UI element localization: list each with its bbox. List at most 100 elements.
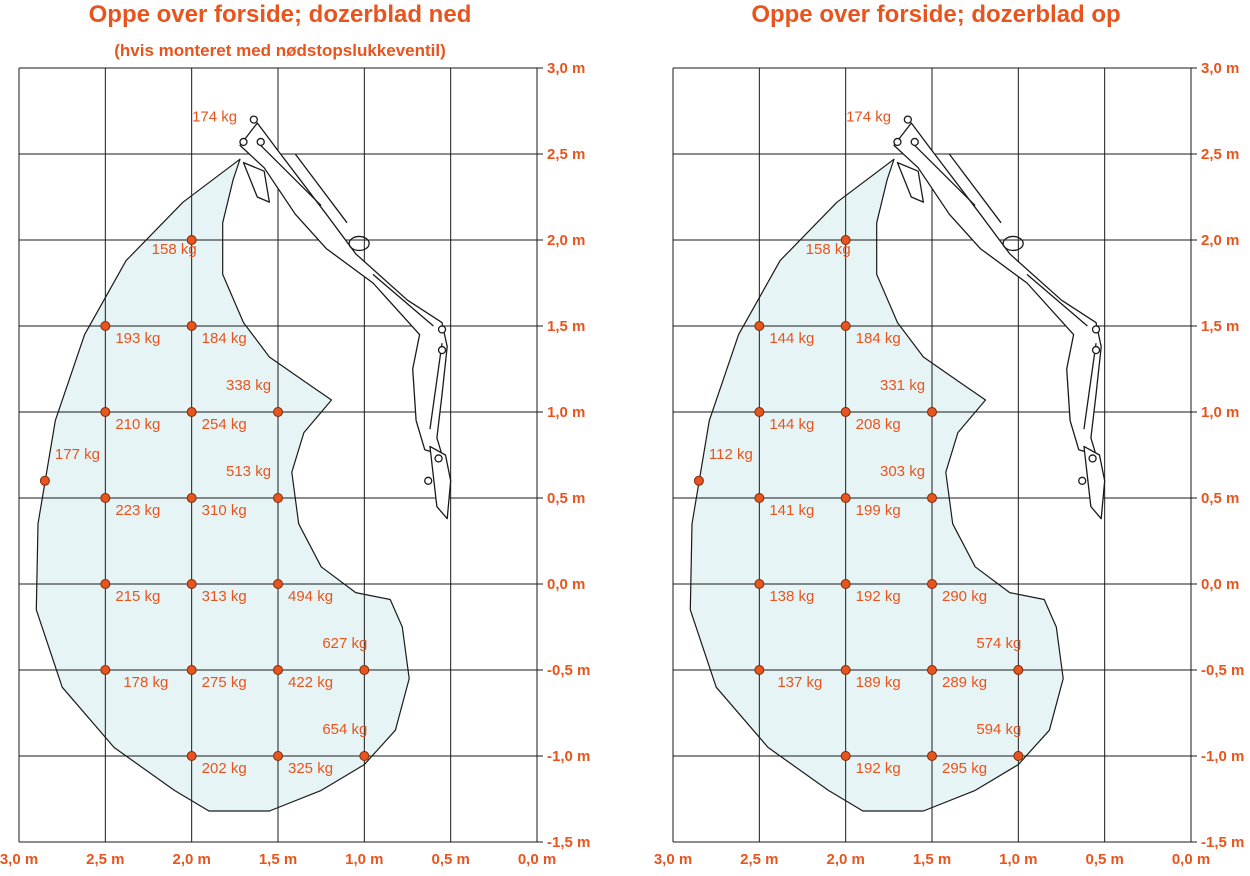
pivot-pin-icon [1078,476,1087,485]
y-tick-label: -1,5 m [1201,834,1244,851]
chart-panel-1: Oppe over forside; dozerblad ned (hvis mo… [0,1,590,868]
excavator-arm-illustration [893,115,1106,520]
load-point [186,235,197,245]
pivot-pin-icon [437,325,447,334]
x-tick-label: 2,5 m [86,851,124,868]
load-point [186,579,197,589]
pivot-pin-icon [256,137,265,147]
load-label: 138 kg [769,588,814,605]
load-point [840,751,851,761]
boom-cutout [1002,235,1024,252]
load-point [39,475,50,486]
y-tick-label: -1,0 m [547,748,590,765]
load-label: 331 kg [880,377,925,394]
load-point [840,235,851,245]
quick-coupler-icon [429,445,452,520]
pivot-pin-icon [903,115,912,124]
load-label: 158 kg [152,241,197,258]
x-tick-label: 0,5 m [1085,851,1123,868]
load-label: 295 kg [942,760,987,777]
load-point [100,493,111,503]
load-label: 303 kg [880,463,925,480]
load-label: 137 kg [777,674,822,691]
x-tick-label: 3,0 m [654,851,692,868]
load-label: 275 kg [202,674,247,691]
y-tick-label: 0,5 m [1201,490,1239,507]
y-tick-label: 2,0 m [547,232,585,249]
load-label: 158 kg [806,241,851,258]
y-tick-label: 2,5 m [547,146,585,163]
hydraulic-cylinder [372,273,434,327]
excavator-arm-illustration [239,115,452,520]
load-label: 627 kg [322,635,367,652]
hydraulic-cylinder [1083,343,1097,430]
load-label: 513 kg [226,463,271,480]
load-point [754,579,765,589]
load-point [273,751,283,761]
load-point [273,493,283,503]
pivot-pin-icon [249,115,258,124]
load-point [186,751,197,761]
load-point [927,407,937,417]
load-label: 254 kg [202,416,247,433]
load-point [359,751,370,761]
load-point [927,493,937,503]
y-tick-label: -0,5 m [1201,662,1244,679]
y-tick-label: 1,5 m [1201,318,1239,335]
y-tick-label: 1,5 m [547,318,585,335]
chart-subtitle: (hvis monteret med nødstopslukkeventil) [114,41,446,60]
load-point [359,665,370,675]
load-point [186,493,197,503]
y-tick-label: 1,0 m [1201,404,1239,421]
pivot-pin-icon [893,137,902,147]
load-point [754,493,765,503]
load-label: 192 kg [856,588,901,605]
load-label: 210 kg [115,416,160,433]
x-tick-label: 0,0 m [518,851,556,868]
load-label: 313 kg [202,588,247,605]
x-tick-label: 2,0 m [172,851,210,868]
load-label: 310 kg [202,502,247,519]
y-tick-label: 1,0 m [547,404,585,421]
chart-title: Oppe over forside; dozerblad op [751,1,1120,28]
load-point [186,407,197,417]
x-tick-label: 1,5 m [259,851,297,868]
y-tick-label: -1,5 m [547,834,590,851]
load-label: 144 kg [769,330,814,347]
pivot-pin-icon [437,345,447,355]
load-label: 112 kg [709,446,753,463]
load-label: 422 kg [288,674,333,691]
load-point [754,321,765,331]
x-tick-label: 3,0 m [0,851,38,868]
load-point [100,407,111,417]
load-point [186,665,197,675]
load-point [273,665,283,675]
y-tick-label: 2,5 m [1201,146,1239,163]
x-tick-label: 1,0 m [345,851,383,868]
load-label: 594 kg [976,721,1021,738]
load-label: 189 kg [856,674,901,691]
load-label: 199 kg [856,502,901,519]
load-point [1013,751,1024,761]
load-point [100,321,111,331]
load-point [927,665,937,675]
load-point [273,579,283,589]
load-label: 177 kg [55,446,100,463]
load-label: 184 kg [202,330,247,347]
pivot-pin-icon [1088,454,1097,463]
y-tick-label: 2,0 m [1201,232,1239,249]
load-point [100,579,111,589]
chart-title: Oppe over forside; dozerblad ned [89,1,472,28]
y-tick-label: 0,5 m [547,490,585,507]
bucket-icon [896,161,925,203]
load-label: 338 kg [226,377,271,394]
x-tick-label: 1,0 m [999,851,1037,868]
x-tick-label: 0,0 m [1172,851,1210,868]
load-label: 174 kg [846,109,891,126]
pivot-pin-icon [1091,345,1101,355]
hydraulic-cylinder [294,153,348,224]
hydraulic-cylinder [914,144,976,207]
load-label: 223 kg [115,502,160,519]
y-tick-label: 0,0 m [1201,576,1239,593]
